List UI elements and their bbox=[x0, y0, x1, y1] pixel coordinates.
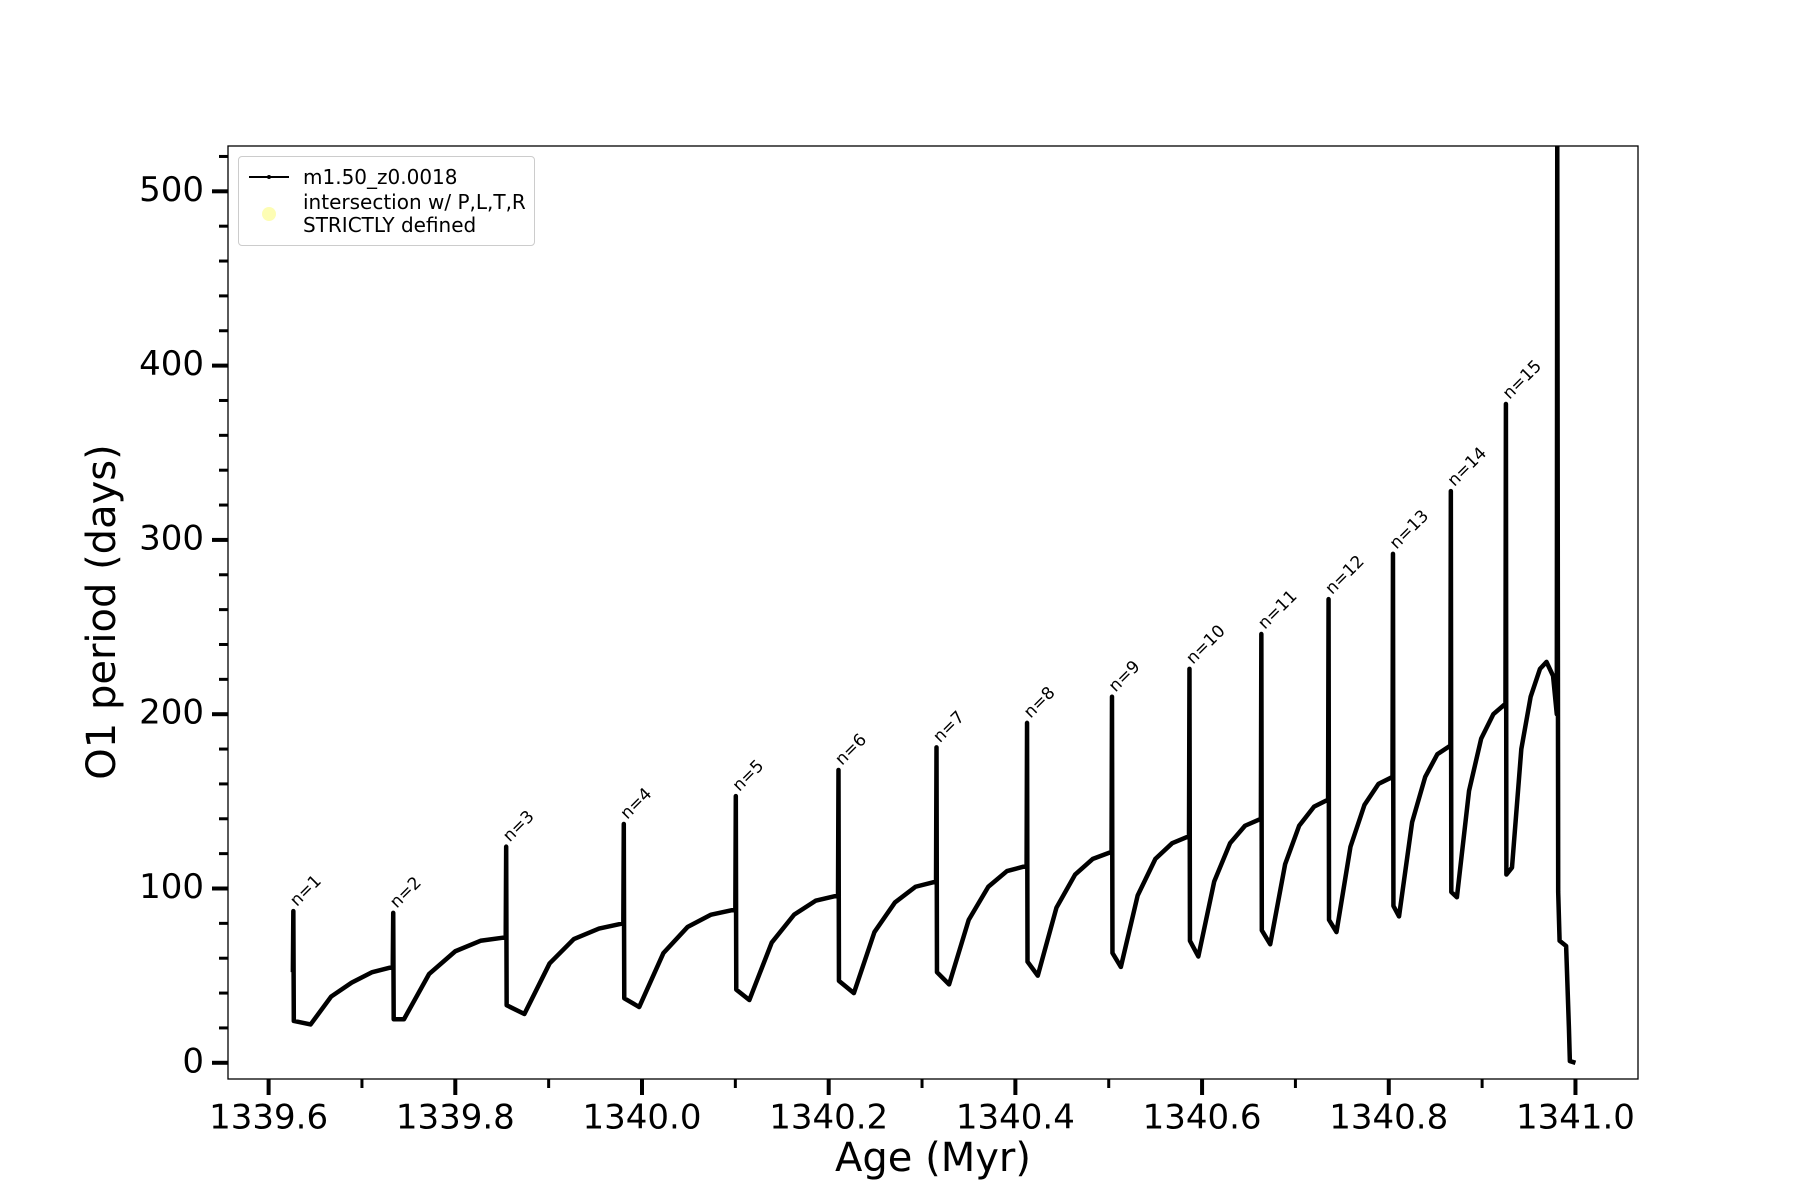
annotation: n=10 bbox=[1182, 621, 1229, 668]
legend-label: intersection w/ P,L,T,R STRICTLY defined bbox=[303, 190, 526, 237]
annotation: n=2 bbox=[386, 873, 425, 912]
annotation: n=9 bbox=[1105, 657, 1144, 696]
annotation: n=11 bbox=[1254, 586, 1301, 633]
y-tick-label: 500 bbox=[139, 170, 204, 210]
legend-entry: m1.50_z0.0018 bbox=[247, 165, 526, 189]
plot-frame bbox=[227, 145, 1639, 1080]
annotation: n=3 bbox=[499, 807, 538, 846]
legend-key bbox=[262, 207, 276, 221]
x-tick-label: 1340.6 bbox=[1143, 1098, 1262, 1138]
data-line bbox=[290, 146, 1577, 1065]
x-tick-label: 1340.0 bbox=[583, 1098, 702, 1138]
y-tick-label: 400 bbox=[139, 344, 204, 384]
legend-key bbox=[249, 175, 289, 179]
annotation: n=1 bbox=[286, 871, 325, 910]
annotation: n=8 bbox=[1020, 683, 1059, 722]
annotation: n=6 bbox=[831, 730, 870, 769]
x-tick-label: 1340.2 bbox=[769, 1098, 888, 1138]
y-tick-label: 300 bbox=[139, 518, 204, 558]
legend-marker bbox=[267, 175, 271, 179]
y-axis-label: O1 period (days) bbox=[79, 444, 125, 779]
legend: m1.50_z0.0018 intersection w/ P,L,T,R STR… bbox=[238, 156, 535, 246]
y-tick-label: 0 bbox=[182, 1041, 204, 1081]
legend-marker bbox=[262, 207, 276, 221]
x-tick-label: 1341.0 bbox=[1516, 1098, 1635, 1138]
annotation: n=4 bbox=[617, 784, 656, 823]
y-tick-label: 100 bbox=[139, 867, 204, 907]
y-tick-label: 200 bbox=[139, 693, 204, 733]
x-tick-label: 1340.4 bbox=[956, 1098, 1075, 1138]
legend-label: m1.50_z0.0018 bbox=[303, 164, 458, 189]
annotation: n=14 bbox=[1444, 444, 1491, 491]
annotation: n=12 bbox=[1321, 552, 1368, 599]
annotation: n=5 bbox=[729, 756, 768, 795]
x-axis-label: Age (Myr) bbox=[835, 1135, 1031, 1181]
x-tick-label: 1340.8 bbox=[1329, 1098, 1448, 1138]
annotation: n=15 bbox=[1499, 356, 1546, 403]
x-tick-label: 1339.8 bbox=[396, 1098, 515, 1138]
legend-entry: intersection w/ P,L,T,R STRICTLY defined bbox=[247, 191, 526, 237]
annotation: n=7 bbox=[929, 707, 968, 746]
x-tick-label: 1339.6 bbox=[209, 1098, 328, 1138]
annotation: n=13 bbox=[1386, 506, 1433, 553]
plot-area bbox=[290, 146, 1577, 1065]
